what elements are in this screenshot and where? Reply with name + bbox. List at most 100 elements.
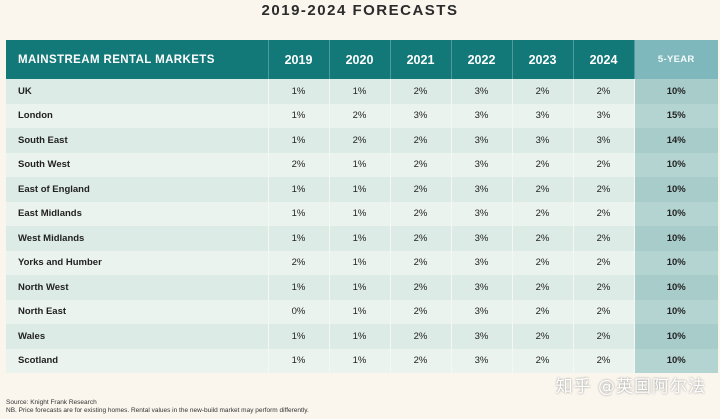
value-cell-2021: 3% <box>390 103 452 128</box>
value-cell-2020: 1% <box>329 201 391 226</box>
value-cell-2022: 3% <box>451 177 513 202</box>
header-5-year: 5-YEAR <box>634 40 718 79</box>
five-year-cell: 10% <box>634 201 718 226</box>
value-cell-2020: 1% <box>329 299 391 324</box>
region-cell: East Midlands <box>6 201 269 226</box>
value-cell-2024: 2% <box>573 250 635 275</box>
value-cell-2022: 3% <box>451 79 513 104</box>
disclaimer-note: NB. Price forecasts are for existing hom… <box>6 407 309 414</box>
value-cell-2023: 2% <box>512 226 574 251</box>
region-cell: Yorks and Humber <box>6 250 269 275</box>
value-cell-2020: 2% <box>329 103 391 128</box>
value-cell-2021: 2% <box>390 348 452 373</box>
region-cell: South West <box>6 152 269 177</box>
table-row: North West 1% 1% 2% 3% 2% 2% 10% <box>6 275 718 300</box>
value-cell-2021: 2% <box>390 250 452 275</box>
value-cell-2022: 3% <box>451 226 513 251</box>
value-cell-2021: 2% <box>390 177 452 202</box>
value-cell-2024: 2% <box>573 226 635 251</box>
header-year-2019: 2019 <box>268 40 330 79</box>
five-year-cell: 10% <box>634 275 718 300</box>
value-cell-2020: 1% <box>329 226 391 251</box>
region-cell: West Midlands <box>6 226 269 251</box>
value-cell-2022: 3% <box>451 250 513 275</box>
value-cell-2019: 1% <box>268 226 330 251</box>
header-year-2022: 2022 <box>451 40 513 79</box>
value-cell-2019: 1% <box>268 275 330 300</box>
value-cell-2020: 1% <box>329 324 391 349</box>
value-cell-2021: 2% <box>390 128 452 153</box>
value-cell-2021: 2% <box>390 226 452 251</box>
value-cell-2022: 3% <box>451 275 513 300</box>
value-cell-2023: 2% <box>512 324 574 349</box>
value-cell-2023: 2% <box>512 201 574 226</box>
value-cell-2020: 1% <box>329 152 391 177</box>
table-row: East of England 1% 1% 2% 3% 2% 2% 10% <box>6 177 718 202</box>
five-year-cell: 10% <box>634 250 718 275</box>
table-header-row: MAINSTREAM RENTAL MARKETS 2019 2020 2021… <box>6 40 718 79</box>
table-body: UK 1% 1% 2% 3% 2% 2% 10% London 1% 2% 3% 3% 3% 3% 15% So… <box>6 79 718 373</box>
region-cell: UK <box>6 79 269 104</box>
table-row: Wales 1% 1% 2% 3% 2% 2% 10% <box>6 324 718 349</box>
value-cell-2023: 3% <box>512 128 574 153</box>
five-year-cell: 10% <box>634 152 718 177</box>
region-cell: East of England <box>6 177 269 202</box>
table-row: London 1% 2% 3% 3% 3% 3% 15% <box>6 103 718 128</box>
value-cell-2024: 3% <box>573 103 635 128</box>
table-row: Scotland 1% 1% 2% 3% 2% 2% 10% <box>6 348 718 373</box>
value-cell-2021: 2% <box>390 324 452 349</box>
five-year-cell: 10% <box>634 226 718 251</box>
value-cell-2019: 1% <box>268 348 330 373</box>
value-cell-2024: 2% <box>573 177 635 202</box>
header-label: MAINSTREAM RENTAL MARKETS <box>6 40 269 79</box>
value-cell-2024: 3% <box>573 128 635 153</box>
table-row: UK 1% 1% 2% 3% 2% 2% 10% <box>6 79 718 104</box>
header-year-2023: 2023 <box>512 40 574 79</box>
five-year-cell: 10% <box>634 177 718 202</box>
watermark: 知乎 @英国阿尔法 <box>555 377 706 397</box>
value-cell-2019: 1% <box>268 128 330 153</box>
value-cell-2021: 2% <box>390 79 452 104</box>
five-year-cell: 10% <box>634 299 718 324</box>
five-year-cell: 10% <box>634 324 718 349</box>
value-cell-2019: 1% <box>268 79 330 104</box>
table-row: South East 1% 2% 2% 3% 3% 3% 14% <box>6 128 718 153</box>
header-year-2020: 2020 <box>329 40 391 79</box>
five-year-cell: 14% <box>634 128 718 153</box>
value-cell-2022: 3% <box>451 201 513 226</box>
value-cell-2019: 2% <box>268 250 330 275</box>
value-cell-2020: 1% <box>329 275 391 300</box>
value-cell-2023: 2% <box>512 152 574 177</box>
header-year-2021: 2021 <box>390 40 452 79</box>
value-cell-2020: 1% <box>329 79 391 104</box>
value-cell-2022: 3% <box>451 128 513 153</box>
table-row: North East 0% 1% 2% 3% 2% 2% 10% <box>6 299 718 324</box>
five-year-cell: 10% <box>634 348 718 373</box>
value-cell-2023: 2% <box>512 299 574 324</box>
value-cell-2021: 2% <box>390 275 452 300</box>
value-cell-2023: 2% <box>512 177 574 202</box>
source-note: Source: Knight Frank Research <box>6 399 97 406</box>
table-row: East Midlands 1% 1% 2% 3% 2% 2% 10% <box>6 201 718 226</box>
value-cell-2021: 2% <box>390 152 452 177</box>
value-cell-2024: 2% <box>573 79 635 104</box>
value-cell-2022: 3% <box>451 348 513 373</box>
table-row: West Midlands 1% 1% 2% 3% 2% 2% 10% <box>6 226 718 251</box>
table-row: Yorks and Humber 2% 1% 2% 3% 2% 2% 10% <box>6 250 718 275</box>
value-cell-2022: 3% <box>451 299 513 324</box>
value-cell-2022: 3% <box>451 152 513 177</box>
value-cell-2023: 2% <box>512 275 574 300</box>
region-cell: North East <box>6 299 269 324</box>
forecast-table: MAINSTREAM RENTAL MARKETS 2019 2020 2021… <box>6 40 718 373</box>
value-cell-2023: 2% <box>512 348 574 373</box>
header-year-2024: 2024 <box>573 40 635 79</box>
value-cell-2019: 1% <box>268 324 330 349</box>
five-year-cell: 15% <box>634 103 718 128</box>
value-cell-2021: 2% <box>390 299 452 324</box>
value-cell-2024: 2% <box>573 275 635 300</box>
table-row: South West 2% 1% 2% 3% 2% 2% 10% <box>6 152 718 177</box>
value-cell-2019: 0% <box>268 299 330 324</box>
value-cell-2024: 2% <box>573 348 635 373</box>
value-cell-2023: 3% <box>512 103 574 128</box>
region-cell: Wales <box>6 324 269 349</box>
